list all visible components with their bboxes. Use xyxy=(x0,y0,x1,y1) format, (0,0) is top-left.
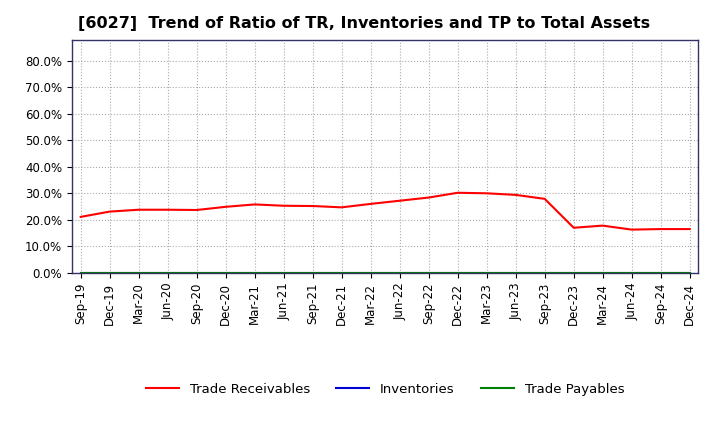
Trade Receivables xyxy=(482,191,491,196)
Trade Payables xyxy=(511,270,520,275)
Inventories xyxy=(511,270,520,275)
Inventories xyxy=(338,270,346,275)
Inventories xyxy=(627,270,636,275)
Trade Receivables xyxy=(598,223,607,228)
Inventories xyxy=(163,270,172,275)
Inventories xyxy=(251,270,259,275)
Trade Payables xyxy=(163,270,172,275)
Trade Receivables xyxy=(657,227,665,232)
Trade Payables xyxy=(482,270,491,275)
Inventories xyxy=(105,270,114,275)
Trade Receivables xyxy=(163,207,172,213)
Inventories xyxy=(366,270,375,275)
Trade Payables xyxy=(570,270,578,275)
Trade Receivables xyxy=(627,227,636,232)
Inventories xyxy=(570,270,578,275)
Inventories xyxy=(135,270,143,275)
Trade Payables xyxy=(627,270,636,275)
Inventories xyxy=(192,270,201,275)
Trade Payables xyxy=(135,270,143,275)
Inventories xyxy=(76,270,85,275)
Trade Receivables xyxy=(511,192,520,198)
Trade Receivables xyxy=(251,202,259,207)
Trade Receivables xyxy=(424,195,433,200)
Trade Payables xyxy=(366,270,375,275)
Text: [6027]  Trend of Ratio of TR, Inventories and TP to Total Assets: [6027] Trend of Ratio of TR, Inventories… xyxy=(78,16,650,32)
Inventories xyxy=(395,270,404,275)
Inventories xyxy=(454,270,462,275)
Trade Payables xyxy=(657,270,665,275)
Inventories xyxy=(685,270,694,275)
Trade Receivables xyxy=(135,207,143,213)
Inventories xyxy=(482,270,491,275)
Trade Payables xyxy=(105,270,114,275)
Inventories xyxy=(279,270,288,275)
Inventories xyxy=(657,270,665,275)
Trade Receivables xyxy=(192,207,201,213)
Trade Receivables xyxy=(395,198,404,203)
Trade Payables xyxy=(541,270,549,275)
Trade Receivables xyxy=(454,190,462,195)
Inventories xyxy=(541,270,549,275)
Trade Receivables xyxy=(308,203,317,209)
Trade Payables xyxy=(598,270,607,275)
Trade Payables xyxy=(424,270,433,275)
Trade Payables xyxy=(685,270,694,275)
Trade Receivables xyxy=(338,205,346,210)
Trade Receivables xyxy=(685,227,694,232)
Trade Receivables xyxy=(279,203,288,209)
Line: Trade Receivables: Trade Receivables xyxy=(81,193,690,230)
Trade Payables xyxy=(395,270,404,275)
Trade Receivables xyxy=(221,204,230,209)
Trade Payables xyxy=(221,270,230,275)
Trade Receivables xyxy=(76,214,85,220)
Inventories xyxy=(424,270,433,275)
Trade Payables xyxy=(338,270,346,275)
Trade Payables xyxy=(76,270,85,275)
Inventories xyxy=(221,270,230,275)
Trade Receivables xyxy=(570,225,578,231)
Trade Payables xyxy=(308,270,317,275)
Inventories xyxy=(308,270,317,275)
Trade Payables xyxy=(251,270,259,275)
Trade Receivables xyxy=(541,196,549,202)
Trade Payables xyxy=(192,270,201,275)
Trade Receivables xyxy=(366,201,375,206)
Trade Payables xyxy=(454,270,462,275)
Legend: Trade Receivables, Inventories, Trade Payables: Trade Receivables, Inventories, Trade Pa… xyxy=(141,378,629,401)
Inventories xyxy=(598,270,607,275)
Trade Payables xyxy=(279,270,288,275)
Trade Receivables xyxy=(105,209,114,214)
